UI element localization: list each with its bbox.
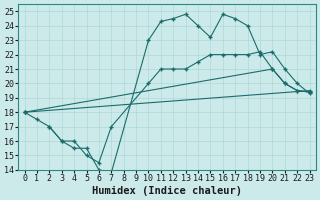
X-axis label: Humidex (Indice chaleur): Humidex (Indice chaleur)	[92, 186, 242, 196]
